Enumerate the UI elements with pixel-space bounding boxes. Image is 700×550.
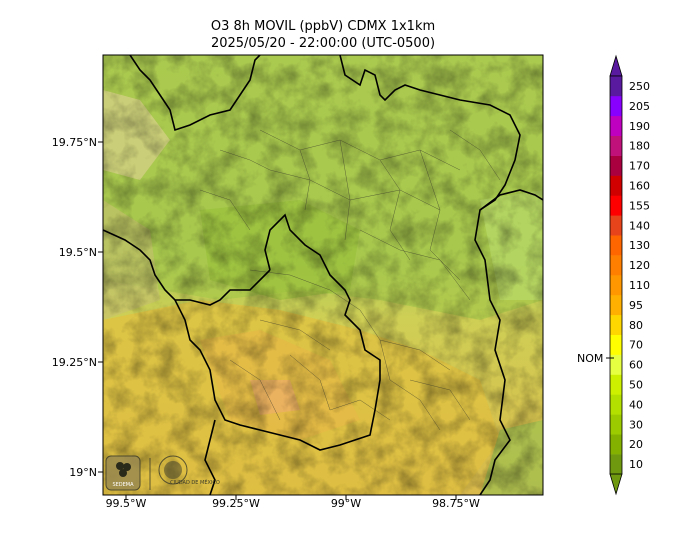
colorbar: 10 20 30 40 50 60 70 80 95 110 120 130 140 155 160 170 1… xyxy=(609,54,650,496)
map-frame xyxy=(102,54,544,496)
colorbar-level-label: 30 xyxy=(629,418,643,431)
colorbar-segment xyxy=(610,275,622,296)
cdmx-logo: CIUDAD DE MÉXICO xyxy=(149,455,220,490)
colorbar-level-label: 50 xyxy=(629,378,643,391)
colorbar-segment xyxy=(610,255,622,276)
colorbar-segment xyxy=(610,215,622,236)
colorbar-level-label: 160 xyxy=(629,179,650,192)
colorbar-segment xyxy=(610,195,622,216)
lon-tick-label: 99°W xyxy=(331,497,361,510)
colorbar-segment xyxy=(610,374,622,395)
colorbar-segment xyxy=(610,155,622,176)
colorbar-segment xyxy=(610,434,622,455)
state-boundaries xyxy=(103,55,521,495)
sedema-logo-text: SEDEMA xyxy=(112,482,134,488)
colorbar-level-label: 10 xyxy=(629,458,643,471)
colorbar-segment xyxy=(610,115,622,136)
colorbar-level-label: 20 xyxy=(629,438,643,451)
colorbar-segment xyxy=(610,414,622,435)
colorbar-segment xyxy=(610,394,622,415)
lat-tick-label: 19°N xyxy=(69,466,97,479)
colorbar-segment xyxy=(610,314,622,335)
lat-axis: 19.75°N 19.5°N 19.25°N 19°N xyxy=(52,136,103,479)
colorbar-segment xyxy=(610,334,622,355)
colorbar-level-label: 40 xyxy=(629,398,643,411)
lon-axis: 99.5°W 99.25°W 99°W 98.75°W xyxy=(106,495,480,510)
colorbar-level-label: 130 xyxy=(629,239,650,252)
terrain-shading xyxy=(103,55,543,495)
colorbar-level-label: 95 xyxy=(629,299,643,312)
colorbar-level-label: 155 xyxy=(629,199,650,212)
colorbar-segment xyxy=(610,454,622,475)
colorbar-segment xyxy=(610,95,622,117)
colorbar-segment xyxy=(610,76,622,97)
colorbar-level-label: 170 xyxy=(629,160,650,173)
lon-tick-label: 99.25°W xyxy=(212,497,260,510)
lon-tick-label: 99.5°W xyxy=(106,497,147,510)
colorbar-level-label: 190 xyxy=(629,120,650,133)
colorbar-level-label: 80 xyxy=(629,319,643,332)
lat-tick-label: 19.5°N xyxy=(59,246,97,259)
colorbar-frame xyxy=(609,75,623,475)
colorbar-level-label: 140 xyxy=(629,219,650,232)
colorbar-segment xyxy=(610,135,622,156)
map-title: O3 8h MOVIL (ppbV) CDMX 1x1km xyxy=(210,19,436,34)
colorbar-segment xyxy=(610,175,622,196)
colorbar-extend-high xyxy=(609,54,623,77)
colorbar-segment xyxy=(610,354,622,375)
state-boundary-east xyxy=(479,189,543,211)
colorbar-level-label: 205 xyxy=(629,100,650,113)
nom-label: NOM xyxy=(577,352,603,365)
lat-tick-label: 19.75°N xyxy=(52,136,97,149)
colorbar-level-label: 120 xyxy=(629,259,650,272)
colorbar-segment xyxy=(610,235,622,256)
municipal-boundaries xyxy=(199,129,501,431)
cdmx-logo-text: CIUDAD DE MÉXICO xyxy=(170,478,220,486)
colorbar-segment xyxy=(610,294,622,316)
lon-tick-label: 98.75°W xyxy=(432,497,480,510)
lat-tick-label: 19.25°N xyxy=(52,356,97,369)
colorbar-extend-low xyxy=(609,473,623,496)
colorbar-level-label: 250 xyxy=(629,80,650,93)
map-area xyxy=(103,55,543,495)
colorbar-level-label: 70 xyxy=(629,339,643,352)
colorbar-level-label: 180 xyxy=(629,140,650,153)
colorbar-level-label: 110 xyxy=(629,279,650,292)
map-timestamp: 2025/05/20 - 22:00:00 (UTC-0500) xyxy=(210,36,436,51)
sedema-logo: SEDEMA xyxy=(105,455,141,491)
colorbar-level-label: 60 xyxy=(629,359,643,372)
